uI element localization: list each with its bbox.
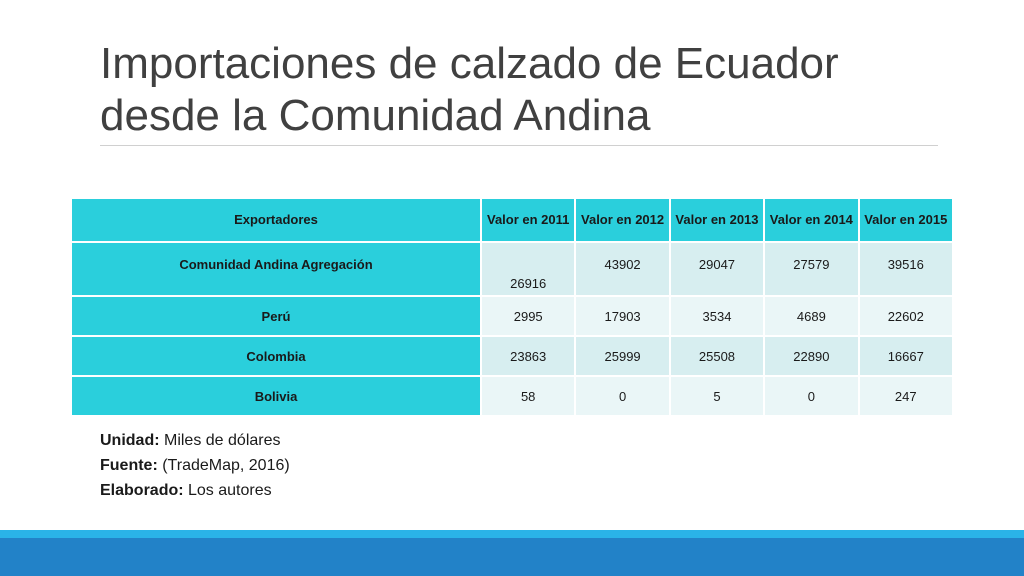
source-label: Fuente:: [100, 457, 158, 474]
title-divider: [100, 145, 938, 146]
footer-bar: [0, 538, 1024, 576]
author-label: Elaborado:: [100, 482, 184, 499]
header-2015: Valor en 2015: [857, 197, 955, 243]
table-cell: 58: [479, 375, 577, 417]
header-exportadores: Exportadores: [70, 197, 482, 243]
row-label: Perú: [70, 295, 482, 337]
header-2013: Valor en 2013: [668, 197, 766, 243]
table-cell: 43902: [574, 241, 671, 297]
header-2014: Valor en 2014: [763, 197, 860, 243]
table-cell: 22890: [763, 335, 860, 377]
table-cell: 2995: [479, 295, 577, 337]
unit-value: Miles de dólares: [159, 432, 281, 449]
table-cell: 3534: [668, 295, 766, 337]
table-cell: 29047: [668, 241, 766, 297]
table-row: Perú 2995 17903 3534 4689 22602: [70, 295, 955, 337]
table-cell: 0: [574, 375, 671, 417]
table-cell: 0: [763, 375, 860, 417]
table-cell: 16667: [857, 335, 955, 377]
table-cell: 4689: [763, 295, 860, 337]
unit-note: Unidad: Miles de dólares: [100, 428, 290, 453]
source-value: (TradeMap, 2016): [157, 457, 290, 474]
author-note: Elaborado: Los autores: [100, 478, 290, 503]
table-cell: 25508: [668, 335, 766, 377]
table-row: Bolivia 58 0 5 0 247: [70, 375, 955, 417]
table-header-row: Exportadores Valor en 2011 Valor en 2012…: [70, 197, 955, 243]
row-label: Colombia: [70, 335, 482, 377]
unit-label: Unidad:: [100, 432, 160, 449]
header-2012: Valor en 2012: [574, 197, 671, 243]
source-note: Fuente: (TradeMap, 2016): [100, 453, 290, 478]
table-cell: 5: [668, 375, 766, 417]
table-cell: 17903: [574, 295, 671, 337]
header-2011: Valor en 2011: [479, 197, 577, 243]
table-cell: 39516: [857, 241, 955, 297]
imports-table: Exportadores Valor en 2011 Valor en 2012…: [70, 197, 955, 417]
row-label: Bolivia: [70, 375, 482, 417]
table-cell: 26916: [479, 241, 577, 297]
footer-accent-bar: [0, 530, 1024, 538]
table-cell: 27579: [763, 241, 860, 297]
slide-title: Importaciones de calzado de Ecuador desd…: [100, 38, 940, 142]
table-row: Colombia 23863 25999 25508 22890 16667: [70, 335, 955, 377]
table-cell: 25999: [574, 335, 671, 377]
title-line-2: desde la Comunidad Andina: [100, 91, 651, 140]
author-value: Los autores: [183, 482, 272, 499]
row-label: Comunidad Andina Agregación: [70, 241, 482, 297]
table-cell: 22602: [857, 295, 955, 337]
table-row: Comunidad Andina Agregación 26916 43902 …: [70, 241, 955, 297]
table-cell: 23863: [479, 335, 577, 377]
title-line-1: Importaciones de calzado de Ecuador: [100, 39, 839, 88]
table-cell: 247: [857, 375, 955, 417]
table-notes: Unidad: Miles de dólares Fuente: (TradeM…: [100, 428, 290, 503]
